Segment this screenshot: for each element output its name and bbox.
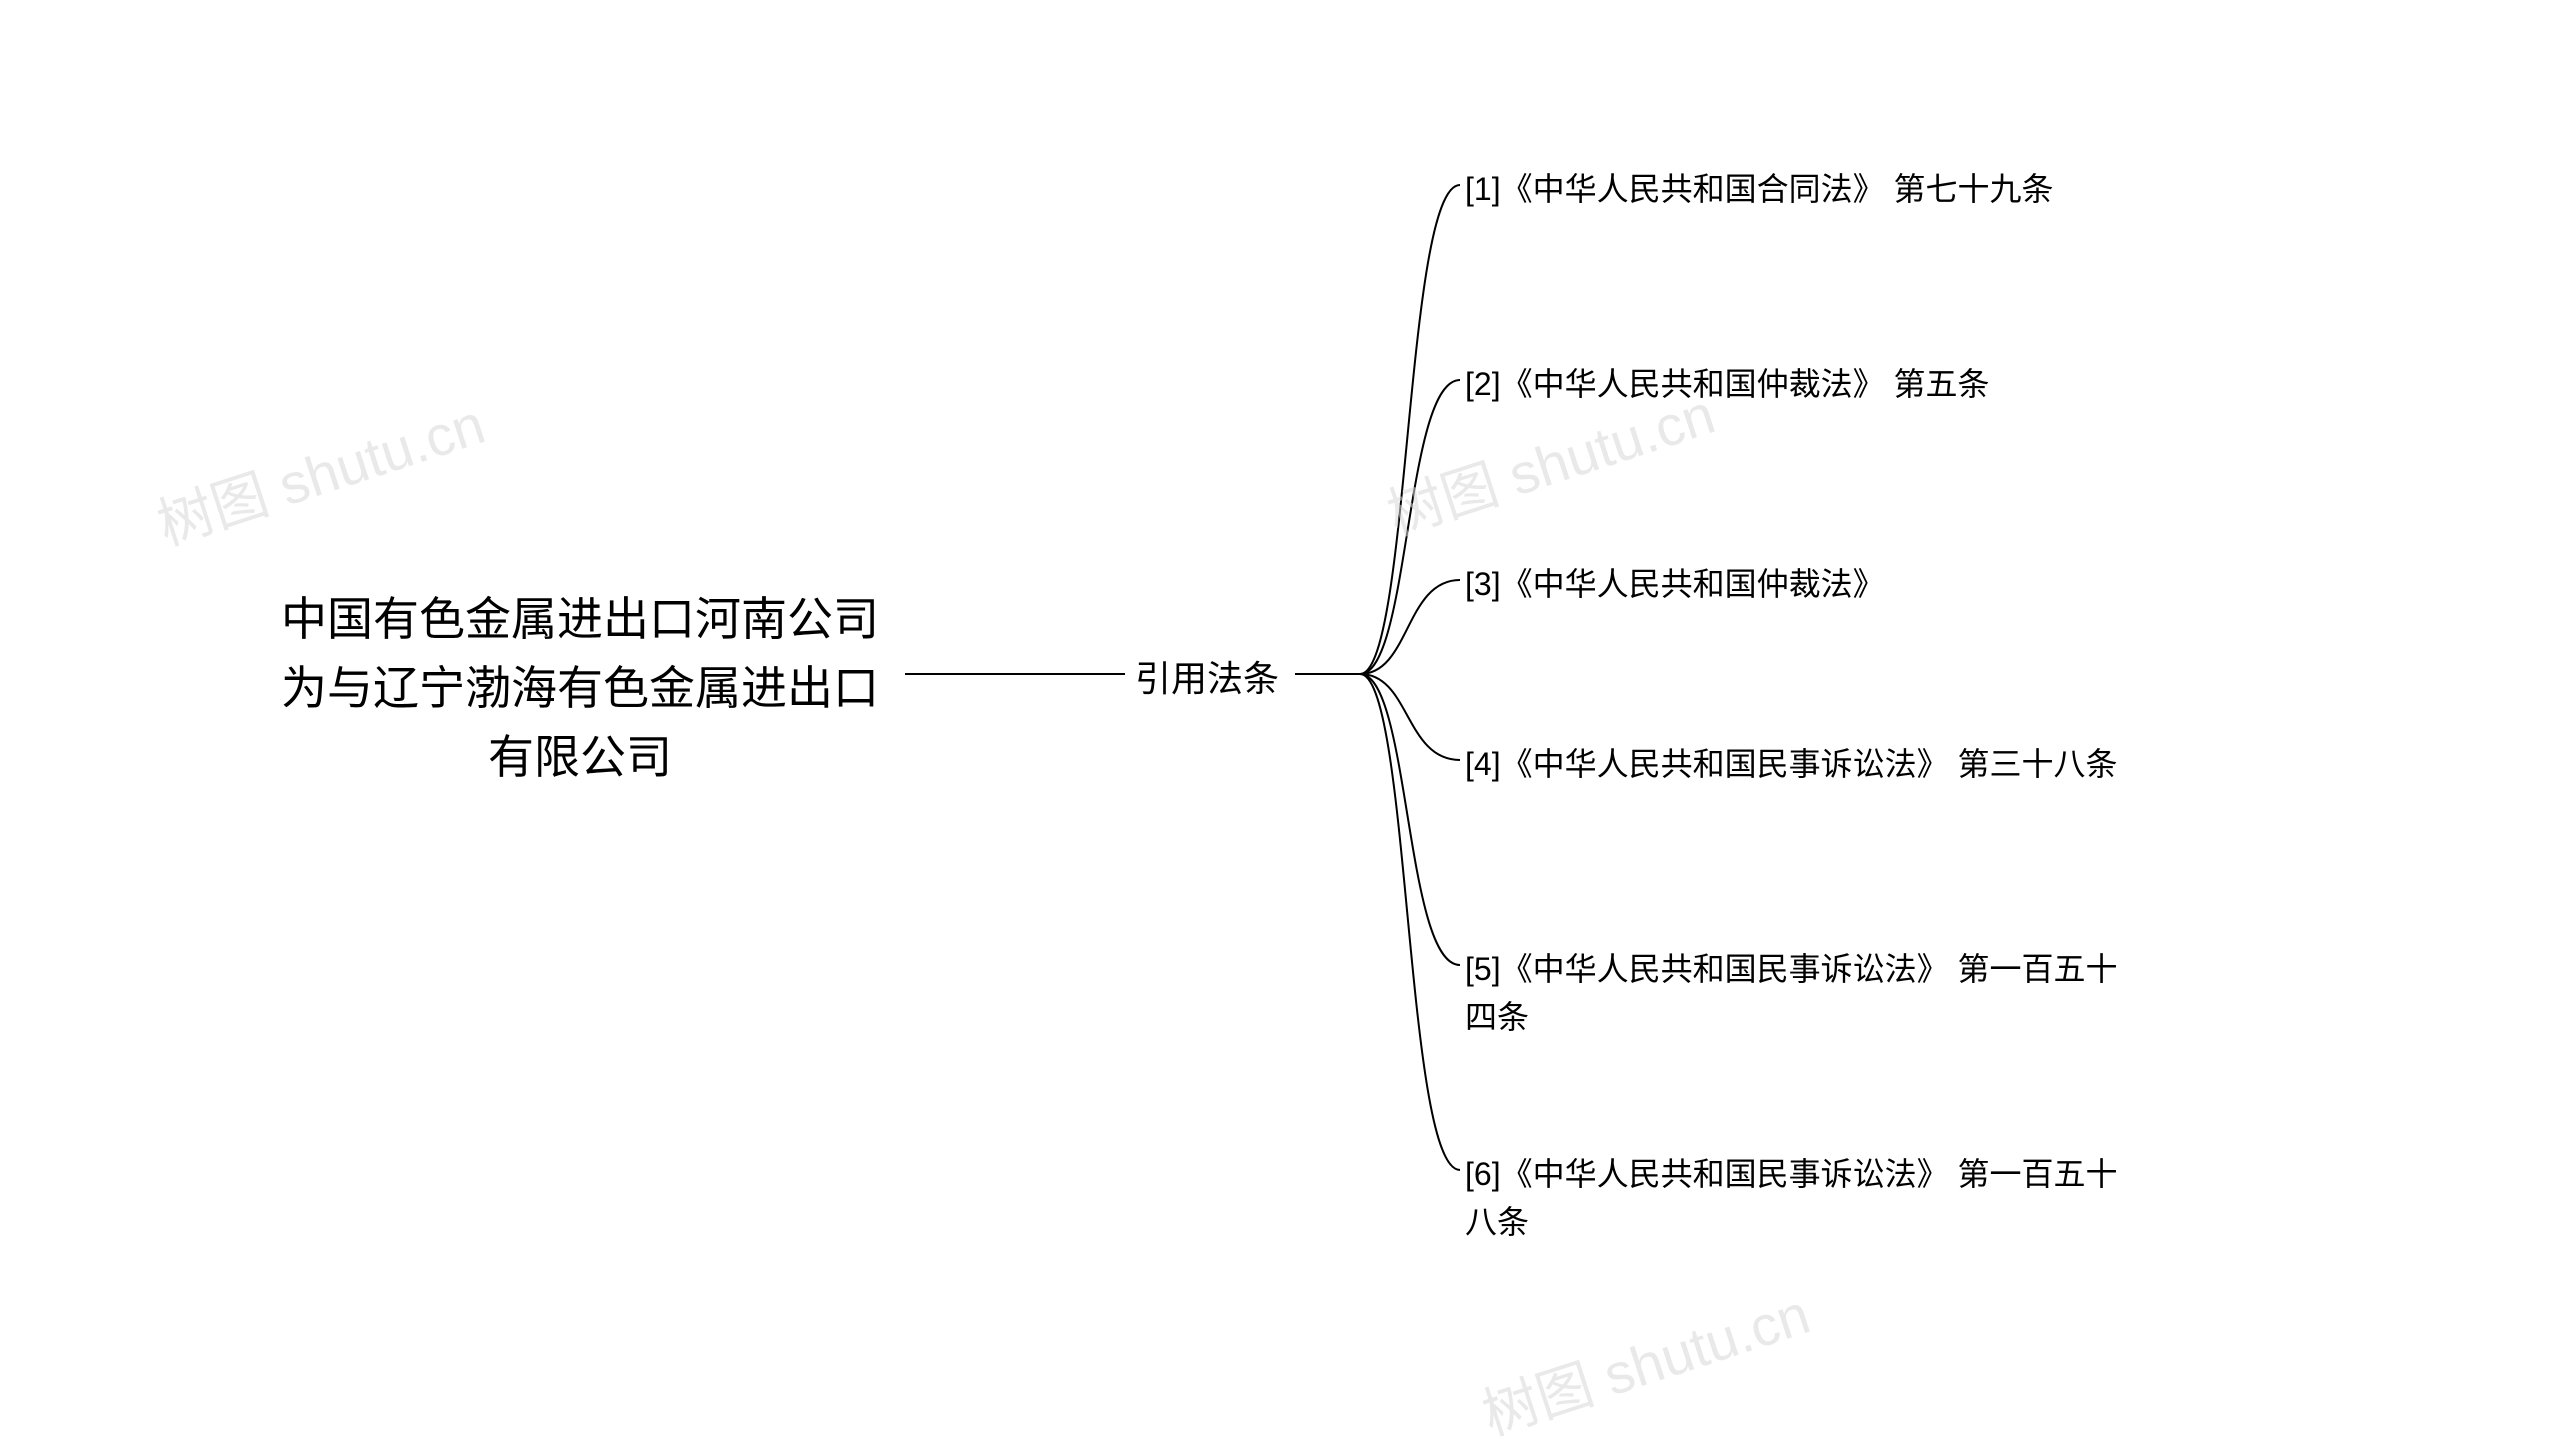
watermark: 树图 shutu.cn: [1471, 1270, 1819, 1451]
root-node: 中国有色金属进出口河南公司为与辽宁渤海有色金属进出口有限公司: [260, 585, 900, 792]
middle-node: 引用法条: [1135, 650, 1279, 702]
leaf-node-1: [1]《中华人民共和国合同法》 第七十九条: [1465, 165, 2145, 213]
leaf-node-6: [6]《中华人民共和国民事诉讼法》 第一百五十八条: [1465, 1150, 2145, 1246]
leaf-node-5: [5]《中华人民共和国民事诉讼法》 第一百五十四条: [1465, 945, 2145, 1041]
leaf-node-4: [4]《中华人民共和国民事诉讼法》 第三十八条: [1465, 740, 2145, 788]
leaf-node-3: [3]《中华人民共和国仲裁法》: [1465, 560, 2145, 608]
watermark: 树图 shutu.cn: [146, 380, 494, 562]
leaf-node-2: [2]《中华人民共和国仲裁法》 第五条: [1465, 360, 2145, 408]
mindmap-diagram: 中国有色金属进出口河南公司为与辽宁渤海有色金属进出口有限公司 引用法条 [1]《…: [0, 0, 2560, 1348]
